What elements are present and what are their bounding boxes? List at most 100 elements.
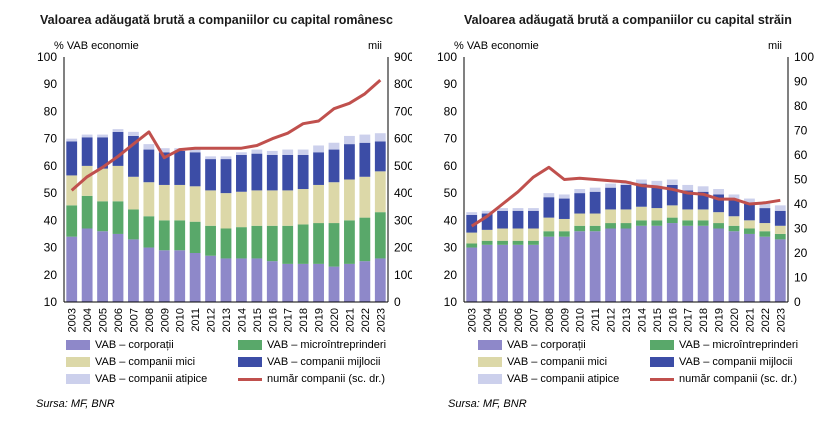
bar-vab-companii-mici-2004	[481, 229, 493, 241]
bar-vab-companii-atipice-2009	[158, 148, 170, 153]
legend-item-vab-companii-atipice: VAB – companii atipice	[478, 372, 619, 386]
bar-vab-companii-mici-2018	[297, 189, 309, 225]
y-tick-label-left: 30	[444, 241, 458, 255]
bar-vab-microintreprinderi-2005	[97, 201, 108, 232]
legend-label: VAB – companii mijlocii	[267, 356, 381, 368]
bar-vab-companii-mijlocii-2017	[682, 190, 694, 210]
bar-vab-corporatii-2017	[282, 263, 294, 302]
bar-vab-microintreprinderi-2006	[112, 201, 124, 234]
bar-vab-companii-mijlocii-2017	[282, 155, 294, 191]
bar-vab-microintreprinderi-2018	[697, 220, 709, 226]
x-tick-label: 2012	[206, 308, 218, 332]
bar-vab-corporatii-2016	[266, 261, 278, 302]
bar-vab-companii-mijlocii-2006	[112, 131, 124, 166]
bar-vab-companii-mici-2023	[774, 225, 786, 234]
bar-vab-microintreprinderi-2011	[189, 221, 201, 253]
bar-vab-companii-mici-2022	[359, 176, 371, 218]
x-tick-label: 2016	[667, 308, 679, 332]
legend-item-vab-companii-atipice: VAB – companii atipice	[66, 372, 207, 386]
y-tick-label-left: 60	[44, 159, 58, 173]
bar-vab-corporatii-2019	[713, 228, 724, 302]
y-axis-label-right: mii	[768, 40, 782, 52]
bar-vab-microintreprinderi-2004	[81, 195, 93, 229]
y-tick-label-right: 300	[394, 213, 412, 227]
x-tick-label: 2007	[528, 308, 540, 332]
bar-vab-companii-mijlocii-2007	[528, 210, 539, 229]
bar-vab-microintreprinderi-2021	[744, 228, 755, 234]
legend-label: VAB – companii mijlocii	[679, 356, 793, 368]
bar-vab-companii-mici-2021	[744, 220, 755, 229]
bars	[66, 129, 386, 302]
bar-vab-companii-mici-2007	[128, 176, 139, 210]
bar-vab-companii-atipice-2022	[759, 202, 771, 209]
bar-vab-companii-mijlocii-2022	[359, 142, 371, 177]
legend-swatch	[478, 374, 502, 384]
x-tick-label: 2007	[128, 308, 140, 332]
bar-vab-companii-mijlocii-2016	[266, 155, 278, 191]
legend-swatch	[478, 340, 502, 350]
legend-item-vab-corporatii: VAB – corporații	[66, 338, 174, 352]
bar-vab-companii-atipice-2014	[236, 152, 247, 155]
bar-vab-microintreprinderi-2015	[251, 225, 263, 259]
legend-swatch	[478, 357, 502, 367]
bar-vab-microintreprinderi-2022	[759, 231, 771, 237]
x-tick-label: 2014	[636, 308, 648, 332]
bar-vab-microintreprinderi-2014	[236, 227, 247, 259]
bar-vab-corporatii-2007	[128, 239, 139, 302]
bar-vab-microintreprinderi-2016	[666, 217, 678, 224]
bar-vab-companii-mici-2009	[158, 184, 170, 221]
legend-item-vab-companii-mijlocii: VAB – companii mijlocii	[238, 355, 381, 369]
bar-vab-companii-mijlocii-2011	[189, 152, 201, 187]
bar-vab-companii-mijlocii-2009	[158, 152, 170, 185]
bar-vab-companii-mijlocii-2004	[81, 137, 93, 166]
x-tick-label: 2022	[760, 308, 772, 332]
y-tick-label-left: 80	[444, 104, 458, 118]
bar-vab-microintreprinderi-2020	[328, 223, 340, 267]
x-tick-label: 2019	[714, 308, 726, 332]
line-numar-companii	[470, 165, 781, 228]
bar-vab-companii-mici-2005	[497, 228, 508, 241]
bar-vab-microintreprinderi-2023	[374, 212, 386, 259]
legend-label: VAB – companii mici	[507, 356, 608, 368]
bar-vab-corporatii-2018	[297, 263, 309, 302]
bar-vab-corporatii-2020	[728, 231, 740, 302]
y-tick-label-right: 80	[794, 99, 808, 113]
bar-vab-microintreprinderi-2015	[651, 220, 663, 226]
bar-vab-corporatii-2008	[543, 236, 555, 302]
bar-vab-corporatii-2023	[374, 258, 386, 302]
bar-vab-companii-mici-2016	[666, 205, 678, 218]
bar-vab-companii-mici-2008	[543, 217, 555, 232]
y-tick-label-right: 200	[394, 241, 412, 255]
legend-label: VAB – microîntreprinderi	[679, 339, 799, 351]
bar-vab-microintreprinderi-2010	[574, 225, 586, 232]
bar-vab-corporatii-2004	[481, 244, 493, 302]
legend-item-vab-companii-mijlocii: VAB – companii mijlocii	[650, 355, 793, 369]
legend-swatch	[66, 374, 90, 384]
x-tick-label: 2004	[82, 308, 94, 332]
bar-vab-companii-atipice-2012	[205, 156, 216, 160]
bar-vab-companii-mici-2018	[697, 209, 709, 221]
x-tick-label: 2004	[482, 308, 494, 332]
x-tick-label: 2012	[606, 308, 618, 332]
bar-vab-corporatii-2011	[189, 253, 201, 302]
bar-vab-microintreprinderi-2008	[143, 216, 155, 248]
y-tick-label-right: 100	[394, 268, 412, 282]
bar-vab-companii-atipice-2016	[666, 179, 678, 185]
bar-vab-microintreprinderi-2013	[620, 223, 632, 229]
bar-vab-companii-mijlocii-2014	[636, 183, 647, 207]
x-tick-label: 2015	[652, 308, 664, 332]
bar-vab-companii-mijlocii-2009	[558, 198, 570, 219]
bar-vab-companii-mijlocii-2018	[697, 191, 709, 210]
bar-vab-microintreprinderi-2008	[543, 231, 555, 237]
bar-vab-companii-mijlocii-2010	[574, 193, 586, 214]
x-tick-label: 2018	[298, 308, 310, 332]
bar-vab-corporatii-2003	[66, 236, 78, 302]
y-tick-label-left: 20	[44, 268, 58, 282]
y-tick-label-left: 40	[444, 213, 458, 227]
y-tick-label-right: 0	[394, 295, 401, 309]
bar-vab-companii-mici-2006	[512, 228, 524, 241]
bar-vab-corporatii-2011	[589, 231, 601, 302]
bar-vab-companii-atipice-2015	[651, 180, 663, 187]
bar-vab-corporatii-2006	[512, 244, 524, 302]
bar-vab-companii-mijlocii-2007	[128, 135, 139, 177]
